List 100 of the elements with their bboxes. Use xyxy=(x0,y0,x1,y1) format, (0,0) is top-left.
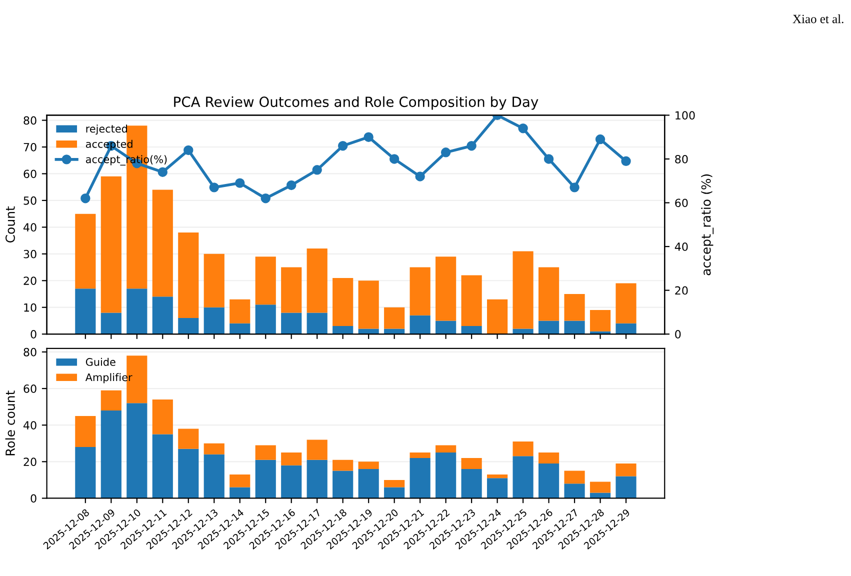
y-tick-label: 0 xyxy=(30,494,36,503)
bar xyxy=(178,318,199,334)
bar xyxy=(306,460,328,498)
point xyxy=(466,140,476,151)
y-tick-label: 40 xyxy=(23,223,36,232)
bar xyxy=(75,416,96,448)
bar xyxy=(204,454,224,498)
bar xyxy=(100,390,122,410)
y-axis-title: Count xyxy=(6,206,15,242)
bar xyxy=(152,190,173,297)
bar xyxy=(358,280,379,329)
bar xyxy=(461,458,482,469)
point xyxy=(158,167,168,177)
bar xyxy=(178,232,199,318)
bar xyxy=(487,478,508,498)
bar xyxy=(538,463,560,498)
bar xyxy=(306,312,328,334)
y-tick-label: 50 xyxy=(24,196,36,205)
point xyxy=(235,178,245,188)
bar xyxy=(384,328,405,334)
bar xyxy=(461,275,482,326)
y-tick-label: 20 xyxy=(24,458,36,466)
point xyxy=(415,172,425,182)
y2-tick-label: 20 xyxy=(675,286,688,295)
bar xyxy=(564,320,585,334)
point xyxy=(570,182,580,192)
bar xyxy=(616,463,636,476)
point xyxy=(312,165,322,175)
bar xyxy=(384,307,405,329)
bar xyxy=(461,326,482,334)
bar xyxy=(538,267,560,321)
bar xyxy=(100,176,122,313)
bar xyxy=(204,254,224,308)
bar xyxy=(204,307,224,334)
y-tick-label: 0 xyxy=(30,330,36,338)
bar xyxy=(410,458,430,498)
bar xyxy=(410,267,430,316)
point xyxy=(621,156,631,166)
point xyxy=(440,148,451,158)
bar xyxy=(590,310,611,332)
bar xyxy=(564,294,585,321)
bar xyxy=(436,320,456,334)
bar xyxy=(126,403,148,498)
chart-title: PCA Review Outcomes and Role Composition by Day xyxy=(174,96,538,110)
bar xyxy=(410,452,430,458)
bar xyxy=(230,487,250,498)
bar xyxy=(332,326,354,334)
bar xyxy=(281,452,302,466)
bar xyxy=(410,315,430,334)
bar xyxy=(255,460,276,498)
bar xyxy=(358,462,379,469)
point xyxy=(544,154,554,164)
bar xyxy=(75,214,96,289)
bar xyxy=(255,445,276,460)
y-tick-label: 10 xyxy=(24,303,36,312)
bar xyxy=(332,278,354,326)
bar xyxy=(75,447,96,498)
bar xyxy=(512,456,534,498)
y2-tick-label: 60 xyxy=(675,198,688,208)
point xyxy=(260,194,270,204)
point xyxy=(364,132,374,142)
bar xyxy=(255,304,276,334)
point xyxy=(338,140,348,151)
bar xyxy=(616,323,636,334)
point xyxy=(209,182,219,192)
bar xyxy=(230,323,250,334)
bar xyxy=(436,445,456,453)
bar xyxy=(152,399,173,434)
bar xyxy=(358,328,379,334)
bar xyxy=(230,474,250,488)
bar xyxy=(75,288,96,334)
bar xyxy=(178,428,199,449)
bar xyxy=(306,248,328,313)
point xyxy=(80,194,90,204)
bar xyxy=(512,442,534,456)
y2-axis-title: accept_ratio (%) xyxy=(701,174,714,276)
point xyxy=(184,145,194,156)
bar xyxy=(538,452,560,464)
bar xyxy=(384,487,405,498)
bar xyxy=(436,256,456,321)
y-tick-label: 70 xyxy=(24,142,36,152)
bar xyxy=(538,320,560,334)
bar xyxy=(590,482,611,493)
point xyxy=(518,123,528,134)
legend-label: Guide xyxy=(86,358,116,366)
bar xyxy=(436,452,456,498)
y-tick-label: 80 xyxy=(24,348,36,356)
bar xyxy=(512,328,534,334)
y-tick-label: 40 xyxy=(23,421,36,430)
bar xyxy=(487,299,508,334)
bar xyxy=(152,434,173,498)
bar xyxy=(384,480,405,488)
bar xyxy=(100,312,122,334)
bar xyxy=(461,468,482,498)
bar xyxy=(512,251,534,329)
point xyxy=(389,154,400,164)
bar xyxy=(178,448,199,498)
y2-tick-label: 100 xyxy=(676,111,695,120)
bar xyxy=(126,288,148,334)
y-tick-label: 30 xyxy=(24,250,36,258)
